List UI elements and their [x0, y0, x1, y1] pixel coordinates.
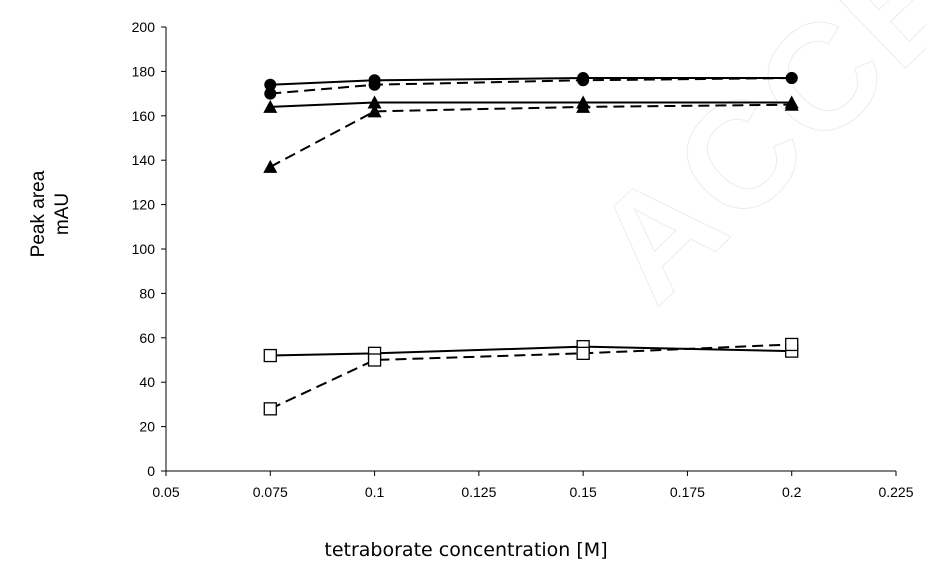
y-tick-label: 120	[132, 197, 156, 213]
series-line-2	[270, 77, 792, 95]
series-lines	[269, 77, 792, 410]
y-tick-label: 80	[139, 285, 155, 301]
series-line-6	[269, 343, 792, 410]
data-point-s6	[576, 346, 590, 360]
y-tick-label: 180	[132, 63, 156, 79]
series-line-3	[270, 101, 792, 108]
y-tick-label: 160	[132, 108, 156, 124]
x-tick-label: 0.05	[152, 484, 179, 500]
data-point-s6	[785, 337, 799, 352]
y-tick-label: 20	[139, 419, 155, 435]
y-axis-ticks: 0 20 40 60 80 100 120 140 160 180 200	[132, 19, 166, 479]
series-line-1	[270, 77, 792, 86]
x-tick-label: 0.125	[461, 484, 496, 500]
series-markers	[263, 72, 799, 416]
x-tick-label: 0.075	[253, 484, 288, 500]
y-tick-label: 100	[132, 241, 156, 257]
y-tick-label: 60	[139, 330, 155, 346]
data-point-s5	[263, 348, 277, 363]
x-tick-label: 0.15	[570, 484, 597, 500]
data-point-s4	[576, 99, 591, 113]
y-tick-label: 0	[147, 463, 155, 479]
data-point-s1	[264, 78, 277, 91]
data-point-s2	[264, 87, 277, 100]
data-point-s2	[785, 72, 798, 85]
x-tick-label: 0.2	[782, 484, 802, 500]
y-axis-title-line-2: mAU	[52, 193, 73, 235]
data-point-s3	[367, 95, 382, 109]
data-point-s4	[784, 97, 799, 111]
data-point-s6	[263, 402, 277, 416]
x-axis-ticks: 0.05 0.075 0.1 0.125 0.15 0.175 0.2 0.225	[152, 471, 914, 500]
data-point-s3	[263, 99, 278, 113]
data-point-s6	[367, 353, 382, 367]
y-axis-title-line-1: Peak area	[28, 170, 49, 257]
data-point-s4	[367, 104, 382, 118]
y-tick-label: 140	[132, 152, 156, 168]
x-tick-label: 0.1	[365, 484, 385, 500]
y-tick-label: 200	[132, 19, 156, 35]
data-point-s2	[577, 74, 590, 87]
series-line-4	[269, 103, 792, 168]
x-tick-label: 0.175	[670, 484, 705, 500]
series-line-5	[270, 345, 792, 357]
x-axis-title: tetraborate concentration [M]	[324, 539, 607, 561]
y-tick-label: 40	[139, 374, 155, 390]
data-point-s4	[263, 159, 278, 173]
data-point-s2	[368, 78, 381, 91]
x-tick-label: 0.225	[878, 484, 913, 500]
